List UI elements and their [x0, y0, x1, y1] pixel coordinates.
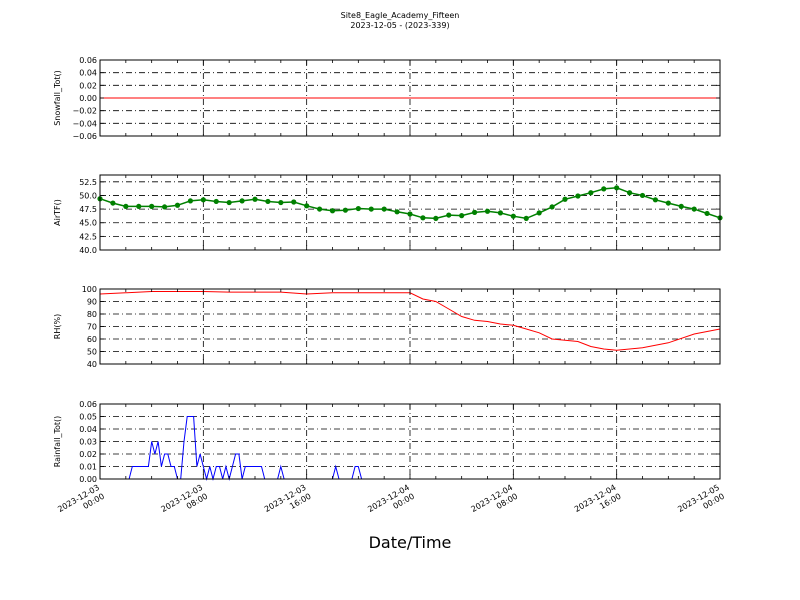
xtick-label: 2023-12-0300:00 [56, 483, 106, 523]
rh-ytick-label: 40 [87, 360, 97, 369]
airtf-data-point [614, 185, 620, 191]
airtf-data-point [136, 203, 142, 209]
airtf-data-point [110, 200, 116, 206]
snowfall-ytick-label: 0.04 [79, 69, 97, 78]
airtf-ylabel: AirTF() [53, 199, 62, 226]
airtf-data-point [200, 197, 206, 203]
airtf-data-point [265, 198, 271, 205]
airtf-data-point [291, 199, 297, 205]
airtf-data-point [601, 186, 607, 192]
rh-panel: 40 50 60 70 80 90 100 RH(%) [53, 285, 721, 369]
xtick-label: 2023-12-0308:00 [160, 483, 210, 523]
airtf-data-point [691, 206, 697, 212]
airtf-data-point [626, 190, 633, 196]
airtf-data-point [536, 210, 542, 216]
x-axis-label: Date/Time [368, 533, 452, 552]
airtf-data-point [329, 208, 336, 214]
airtf-ytick-label: 47.5 [79, 205, 97, 214]
rh-ytick-label: 60 [87, 335, 97, 344]
rainfall-ytick-label: 0.05 [79, 413, 97, 422]
rainfall-ylabel: Rainfall_Tot() [53, 416, 62, 468]
airtf-data-point [497, 210, 504, 216]
snowfall-ytick-label: 0.02 [79, 81, 97, 90]
airtf-data-point [678, 203, 684, 209]
airtf-ytick-label: 40.0 [79, 246, 97, 255]
airtf-data-point [174, 202, 181, 208]
snowfall-ytick-label: 0.00 [79, 94, 97, 103]
xtick-label: 2023-12-0316:00 [263, 483, 313, 523]
airtf-data-point [704, 210, 710, 217]
rh-ytick-label: 90 [87, 298, 97, 307]
rh-ylabel: RH(%) [53, 314, 62, 339]
rh-ytick-label: 80 [87, 310, 97, 319]
airtf-ytick-label: 52.5 [79, 178, 97, 187]
rh-series-line [99, 291, 721, 351]
airtf-data-point [394, 209, 400, 215]
airtf-data-point [665, 200, 671, 206]
airtf-data-point [278, 199, 284, 206]
chart-subtitle: 2023-12-05 - (2023-339) [350, 21, 450, 30]
airtf-data-point [652, 197, 659, 203]
rainfall-ytick-label: 0.04 [79, 425, 97, 434]
airtf-data-point [304, 203, 310, 209]
airtf-data-point [446, 212, 452, 218]
airtf-data-point [149, 203, 155, 209]
xtick-label: 2023-12-0408:00 [470, 483, 520, 523]
rainfall-ytick-label: 0.06 [79, 400, 97, 409]
airtf-data-point [523, 215, 529, 221]
snowfall-ylabel: Snowfall_Tot() [53, 70, 62, 126]
airtf-data-point [433, 215, 439, 221]
airtf-data-point [355, 205, 361, 212]
airtf-ytick-label: 42.5 [79, 232, 97, 241]
airtf-data-point [342, 207, 349, 213]
rainfall-ytick-label: 0.01 [79, 463, 97, 472]
airtf-data-point [562, 196, 568, 202]
airtf-data-point [471, 209, 478, 215]
snowfall-ytick-label: 0.06 [79, 56, 97, 65]
airtf-data-point [368, 206, 374, 212]
rainfall-ytick-label: 0.03 [79, 438, 97, 447]
airtf-data-point [316, 206, 323, 212]
airtf-panel: 40.0 42.5 45.0 47.5 50.0 52.5 AirTF() [53, 174, 723, 255]
airtf-data-point [459, 213, 465, 219]
airtf-data-point [549, 204, 555, 210]
airtf-data-point [420, 215, 426, 221]
snowfall-ytick-label: −0.06 [72, 132, 97, 141]
airtf-data-point [639, 192, 646, 199]
snowfall-ytick-label: −0.04 [72, 119, 97, 128]
airtf-data-point [575, 193, 581, 199]
airtf-ytick-label: 45.0 [79, 219, 97, 228]
airtf-data-point [484, 208, 491, 214]
xtick-label: 2023-12-0400:00 [366, 483, 416, 523]
rh-ytick-label: 100 [82, 285, 97, 294]
airtf-data-point [588, 190, 594, 196]
snowfall-panel: −0.06 −0.04 −0.02 0.00 0.02 0.04 0.06 Snowfall_… [53, 56, 721, 141]
airtf-data-point [239, 198, 245, 204]
rainfall-panel: 0.00 0.01 0.02 0.03 0.04 0.05 0.06 Rainfall_Tot… [53, 400, 721, 484]
airtf-data-point [407, 211, 413, 217]
airtf-data-point [381, 206, 387, 212]
airtf-data-point [252, 196, 258, 202]
rainfall-ytick-label: 0.00 [79, 475, 97, 484]
airtf-ytick-label: 50.0 [79, 191, 97, 200]
airtf-data-point [226, 199, 232, 206]
airtf-data-point [510, 213, 516, 219]
rainfall-ytick-label: 0.02 [79, 450, 97, 459]
airtf-data-point [187, 198, 194, 204]
chart-title: Site8_Eagle_Academy_Fifteen [340, 11, 460, 20]
airtf-data-point [161, 204, 168, 210]
xtick-label: 2023-12-0416:00 [573, 483, 623, 523]
airtf-data-point [213, 198, 219, 205]
rh-ytick-label: 50 [87, 348, 97, 357]
xtick-label: 2023-12-0500:00 [676, 483, 726, 523]
snowfall-ytick-label: −0.02 [72, 107, 97, 116]
rh-ytick-label: 70 [87, 323, 97, 332]
airtf-data-point [123, 203, 129, 209]
